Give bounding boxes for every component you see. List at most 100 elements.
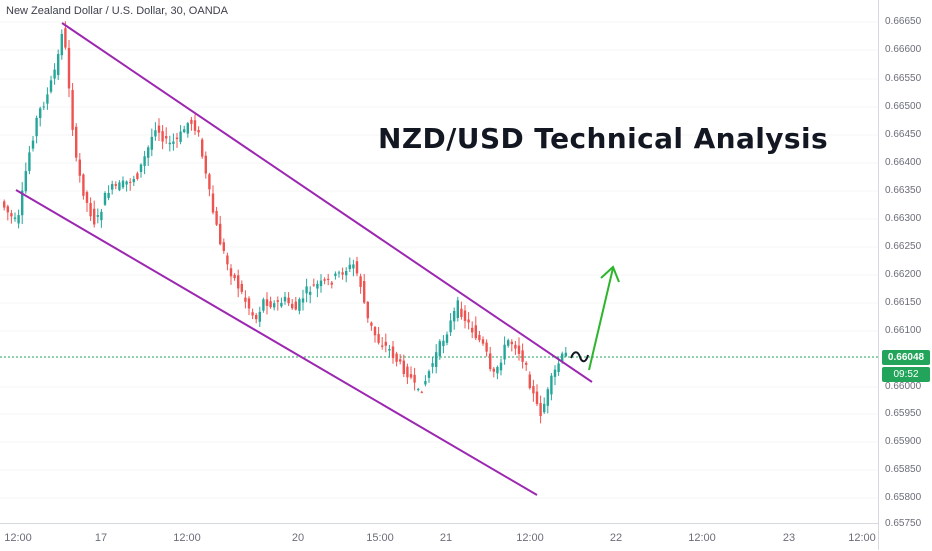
candle-body <box>237 275 240 289</box>
price-tick-label: 0.65800 <box>885 492 922 503</box>
candle-body <box>406 366 409 378</box>
candle-body <box>510 341 513 345</box>
candle-body <box>269 301 272 308</box>
candle-body <box>481 339 485 344</box>
candle-body <box>226 255 229 265</box>
candle-body <box>251 312 254 316</box>
candle-body <box>384 341 387 346</box>
candle-body <box>478 334 481 341</box>
candle-body <box>489 353 492 370</box>
candle-body <box>215 211 218 225</box>
candle-body <box>438 341 441 357</box>
price-tick-label: 0.66600 <box>885 44 922 55</box>
candle-body <box>535 391 539 404</box>
candle-body <box>57 54 60 76</box>
candle-body <box>539 403 542 416</box>
candle-body <box>96 215 99 217</box>
candles <box>3 21 567 424</box>
candle-body <box>355 261 359 274</box>
candle-body <box>265 299 269 306</box>
candle-body <box>139 164 143 172</box>
price-tick-label: 0.66400 <box>885 157 922 168</box>
price-tick-label: 0.65950 <box>885 408 922 419</box>
candle-body <box>183 129 186 133</box>
price-tick-label: 0.66450 <box>885 129 922 140</box>
candle-body <box>10 213 13 217</box>
candle-body <box>46 94 49 104</box>
candle-body <box>564 352 567 357</box>
time-tick-label: 23 <box>782 532 796 544</box>
candle-body <box>211 193 215 213</box>
upper-channel-line[interactable] <box>61 22 593 383</box>
candle-body <box>427 371 431 378</box>
candle-body <box>449 320 452 333</box>
candle-body <box>420 391 423 393</box>
candle-body <box>111 183 114 190</box>
candle-body <box>276 300 279 302</box>
candle-body <box>190 119 193 124</box>
price-tick-label: 0.66300 <box>885 213 922 224</box>
bar-countdown-badge: 09:52 <box>882 367 930 382</box>
candle-body <box>323 279 326 281</box>
candle-body <box>283 296 287 302</box>
candle-body <box>517 345 521 354</box>
projection-arrow-line[interactable] <box>588 267 614 371</box>
candle-body <box>172 141 175 144</box>
time-tick-label: 22 <box>609 532 623 544</box>
chart-area[interactable]: New Zealand Dollar / U.S. Dollar, 30, OA… <box>0 0 878 523</box>
candle-body <box>222 242 225 251</box>
time-scale[interactable]: 12:00 17 12:00 20 15:00 21 12:00 22 12:00 23 12:00 <box>0 523 878 551</box>
candle-body <box>312 284 315 286</box>
candle-body <box>345 271 348 276</box>
candle-body <box>373 327 377 336</box>
candle-body <box>337 272 341 274</box>
candle-body <box>402 360 405 374</box>
candle-body <box>409 374 413 378</box>
price-tick-label: 0.66500 <box>885 101 922 112</box>
candle-body <box>186 123 189 134</box>
candle-body <box>233 274 236 279</box>
candle-body <box>460 308 463 317</box>
candle-body <box>546 389 549 406</box>
candle-body <box>395 353 398 362</box>
candle-body <box>262 299 265 311</box>
time-tick-label: 20 <box>291 532 305 544</box>
candle-body <box>377 334 380 343</box>
candle-body <box>6 206 9 213</box>
time-tick-label: 12:00 <box>173 532 201 544</box>
candle-body <box>175 137 179 139</box>
candle-body <box>89 203 92 217</box>
candle-body <box>75 126 78 158</box>
candle-body <box>219 223 222 245</box>
candle-body <box>431 363 434 367</box>
candle-body <box>129 181 132 183</box>
candle-body <box>31 140 35 149</box>
candle-body <box>553 369 557 377</box>
price-scale[interactable]: 0.66650 0.66600 0.66550 0.66500 0.66450 0.664… <box>878 0 932 550</box>
candle-body <box>85 192 89 203</box>
candle-body <box>42 106 45 108</box>
candle-body <box>49 80 53 92</box>
candle-body <box>435 352 438 367</box>
candle-body <box>352 264 355 269</box>
lower-channel-line[interactable] <box>15 189 538 496</box>
candle-body <box>388 348 391 351</box>
price-tick-label: 0.66650 <box>885 16 922 27</box>
candle-body <box>150 136 153 150</box>
candlestick-chart[interactable] <box>0 0 878 523</box>
price-tick-label: 0.66250 <box>885 241 922 252</box>
candle-body <box>301 298 305 303</box>
candle-body <box>330 282 333 285</box>
candle-body <box>442 340 445 347</box>
candle-body <box>492 368 495 372</box>
candle-body <box>240 283 243 292</box>
candle-body <box>291 303 294 309</box>
current-price-badge: 0.66048 <box>882 350 930 365</box>
candle-body <box>114 184 117 186</box>
price-tick-label: 0.65750 <box>885 518 922 529</box>
candle-body <box>305 286 308 294</box>
price-tick-label: 0.66000 <box>885 381 922 392</box>
candle-body <box>132 178 135 183</box>
candle-body <box>298 299 301 311</box>
candle-body <box>417 388 420 390</box>
